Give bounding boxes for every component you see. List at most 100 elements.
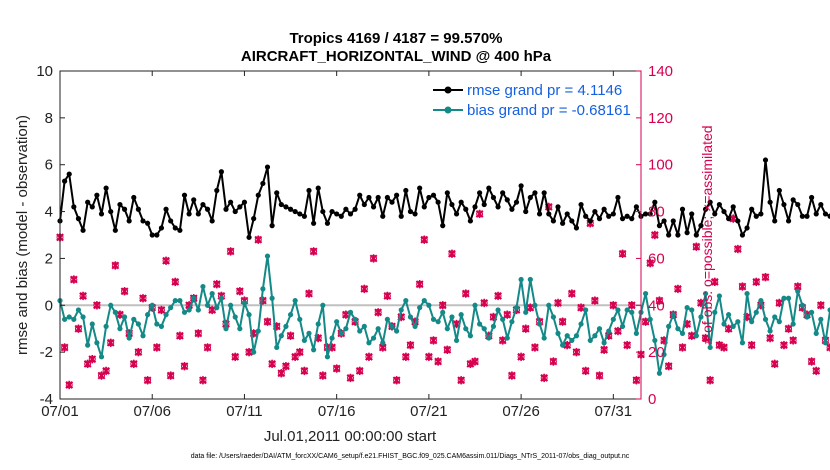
obs-assimilated-point <box>175 331 184 340</box>
bias-point <box>463 326 469 332</box>
obs-assimilated-point <box>554 298 562 308</box>
bias-point <box>785 295 792 301</box>
obs-assimilated-point <box>305 289 313 298</box>
obs-assimilated-point <box>355 366 364 376</box>
obs-assimilated-point <box>590 296 599 305</box>
bias-point <box>334 319 340 325</box>
legend-rmse-label: rmse grand pr = 4.1146 <box>467 82 622 99</box>
bias-point <box>758 298 764 304</box>
obs-assimilated-point <box>282 362 290 371</box>
y-right-tick-label: 140 <box>648 63 673 80</box>
bias-point <box>297 316 303 322</box>
bias-point <box>200 283 206 290</box>
x-tick-label: 07/06 <box>133 403 171 420</box>
obs-assimilated-point <box>692 242 701 251</box>
obs-assimilated-point <box>166 371 175 380</box>
obs-assimilated-point <box>295 347 304 357</box>
rmse-point <box>527 194 533 201</box>
x-tick-label: 07/01 <box>41 403 79 420</box>
rmse-point <box>334 211 340 217</box>
bias-point <box>776 319 782 325</box>
rmse-point <box>767 199 773 205</box>
rmse-point <box>573 225 580 231</box>
bias-point <box>241 300 248 306</box>
bias-point <box>347 309 354 315</box>
obs-assimilated-point <box>438 301 447 310</box>
obs-assimilated-point <box>143 376 152 385</box>
rmse-point <box>661 218 667 224</box>
obs-assimilated-point <box>120 287 129 296</box>
rmse-point <box>98 211 105 217</box>
obs-assimilated-point <box>715 340 724 350</box>
legend: rmse grand pr = 4.1146 bias grand pr = -… <box>428 78 636 122</box>
rmse-point <box>670 218 676 224</box>
rmse-point <box>370 204 377 210</box>
obs-assimilated-point <box>747 340 756 350</box>
bias-point <box>407 314 414 320</box>
rmse-point <box>449 201 455 208</box>
bias-point <box>89 321 95 327</box>
rmse-point <box>762 157 769 163</box>
bias-point <box>772 314 778 320</box>
y-axis-left-ticks: -4 -2 0 2 4 6 8 10 <box>36 63 65 408</box>
bias-point <box>62 316 68 322</box>
rmse-point <box>804 213 810 219</box>
obs-assimilated-point <box>134 347 143 357</box>
bias-point <box>762 316 769 322</box>
bias-point <box>453 337 460 344</box>
x-tick-label: 07/11 <box>226 403 262 420</box>
obs-assimilated-stroke <box>826 343 830 349</box>
bias-point <box>721 321 727 327</box>
legend-box <box>428 78 636 122</box>
obs-assimilated-point <box>563 340 572 350</box>
rmse-point <box>490 194 497 201</box>
y-left-tick-label: 8 <box>45 110 53 127</box>
rmse-point <box>103 185 109 191</box>
legend-bias-marker <box>444 106 452 114</box>
obs-assimilated-point <box>365 352 373 362</box>
bias-point <box>550 314 556 320</box>
bias-point <box>767 328 773 334</box>
data-file-footer: data file: /Users/raeder/DAI/ATM_forcXX/… <box>191 453 630 460</box>
bias-point <box>269 295 275 301</box>
rmse-point <box>274 190 280 196</box>
rmse-point <box>426 194 432 201</box>
bias-point <box>260 286 266 292</box>
rmse-series-line <box>59 159 830 239</box>
rmse-point <box>403 187 409 194</box>
rmse-point <box>772 218 778 224</box>
bias-point <box>306 330 312 336</box>
obs-assimilated-point <box>212 280 221 289</box>
bias-point <box>283 323 289 329</box>
rmse-point <box>656 223 663 229</box>
rmse-point <box>181 192 188 198</box>
obs-assimilated-point <box>770 359 779 369</box>
bias-point <box>338 330 344 336</box>
rmse-point <box>647 211 653 217</box>
obs-assimilated-point <box>60 343 69 352</box>
obs-assimilated-point <box>710 277 719 287</box>
bias-point <box>458 312 464 318</box>
bias-point <box>587 337 593 344</box>
obs-assimilated-point <box>369 254 378 263</box>
bias-point <box>94 340 100 346</box>
obs-assimilated-point <box>618 249 627 258</box>
obs-assimilated-point <box>245 347 253 357</box>
rmse-point <box>569 218 575 224</box>
rmse-point <box>799 213 805 219</box>
rmse-point <box>624 213 630 219</box>
obs-assimilated-point <box>789 336 798 345</box>
x-axis-label: Jul.01,2011 00:00:00 start <box>264 428 437 445</box>
bias-point <box>712 309 718 315</box>
obs-assimilated-point <box>471 357 479 366</box>
rmse-point <box>407 208 414 215</box>
rmse-point <box>481 201 487 208</box>
bias-point <box>573 333 580 339</box>
rmse-point <box>375 194 381 201</box>
obs-assimilated-point <box>572 347 581 357</box>
bias-point <box>790 321 796 327</box>
bias-point <box>237 326 243 332</box>
obs-assimilated-point <box>162 256 170 265</box>
obs-assimilated-point <box>199 376 207 385</box>
